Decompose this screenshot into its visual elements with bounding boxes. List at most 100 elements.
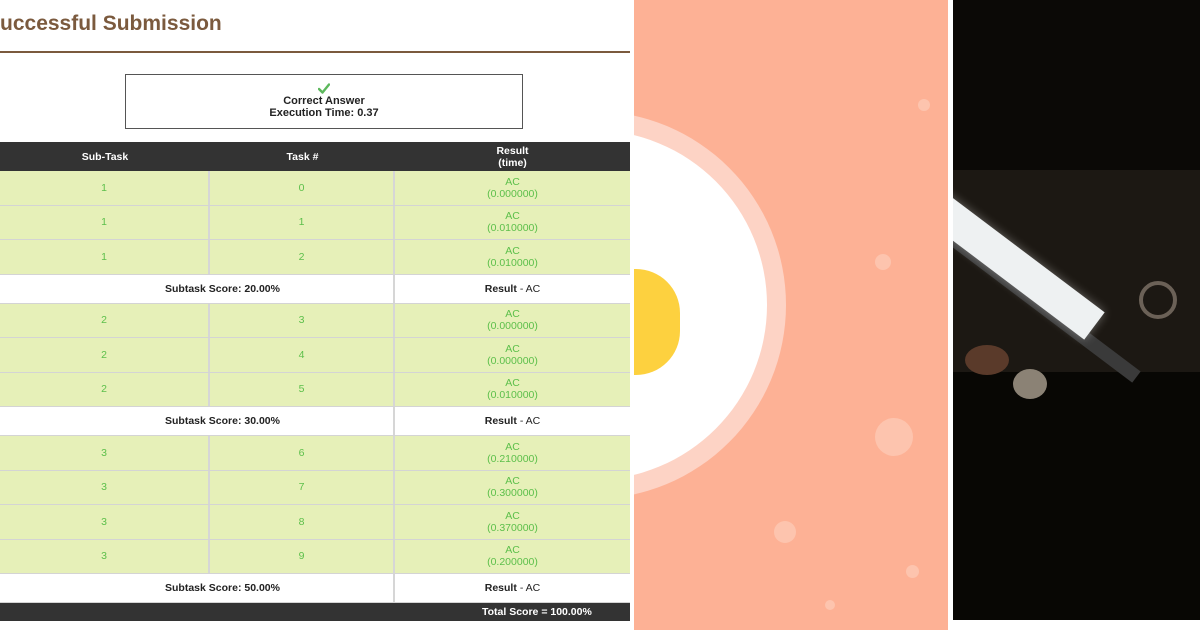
table-row: 3 9 AC (0.200000) — [0, 539, 630, 574]
cell-task: 8 — [210, 505, 395, 539]
result-time: (0.210000) — [487, 452, 538, 465]
bubble — [875, 254, 891, 270]
subtask-result: Result - AC — [395, 275, 630, 303]
subtask-result: Result - AC — [395, 574, 630, 602]
subtask-score-row: Subtask Score: 20.00% Result - AC — [0, 274, 630, 304]
table-row: 3 6 AC (0.210000) — [0, 436, 630, 471]
result-time: (0.010000) — [487, 222, 538, 235]
result-verdict: AC — [505, 175, 520, 188]
header-result: Result (time) — [395, 142, 630, 171]
result-time: (0.000000) — [487, 320, 538, 333]
table-row: 2 5 AC (0.010000) — [0, 372, 630, 407]
subtask-score-row: Subtask Score: 50.00% Result - AC — [0, 574, 630, 603]
cell-subtask: 3 — [0, 505, 210, 539]
bubble — [918, 99, 930, 111]
cell-result: AC (0.370000) — [395, 505, 630, 539]
subtask-score: Subtask Score: 20.00% — [0, 274, 395, 303]
bubble — [906, 565, 919, 578]
cell-result: AC (0.010000) — [395, 373, 630, 407]
cell-result: AC (0.210000) — [395, 436, 630, 470]
cell-subtask: 2 — [0, 303, 210, 337]
photo-bottom-edge — [953, 620, 1200, 630]
result-verdict: AC — [505, 475, 520, 488]
cell-task: 4 — [210, 338, 395, 372]
cell-task: 5 — [210, 372, 395, 406]
cell-subtask: 2 — [0, 338, 210, 372]
cell-result: AC (0.010000) — [395, 240, 630, 274]
cell-subtask: 1 — [0, 205, 210, 239]
cell-subtask: 3 — [0, 436, 210, 470]
panel-gap — [948, 0, 953, 630]
cell-subtask: 3 — [0, 470, 210, 504]
decorative-photo — [953, 0, 1200, 630]
subtask-score: Subtask Score: 30.00% — [0, 407, 395, 435]
photo-mug — [1139, 281, 1177, 319]
cell-task: 9 — [210, 539, 395, 573]
result-verdict: AC — [505, 509, 520, 522]
bubble — [875, 418, 913, 456]
total-score-row: Total Score = 100.00% — [0, 603, 630, 621]
status-answer: Correct Answer — [283, 95, 365, 107]
result-verdict: AC — [505, 377, 520, 390]
subtask-result-label: Result — [484, 282, 517, 295]
cell-result: AC (0.200000) — [395, 540, 630, 574]
cell-subtask: 1 — [0, 171, 210, 205]
cell-result: AC (0.000000) — [395, 338, 630, 372]
photo-wheel — [965, 345, 1009, 375]
table-row: 1 2 AC (0.010000) — [0, 240, 630, 275]
header-result-label: Result — [496, 144, 529, 157]
cell-task: 6 — [210, 436, 395, 470]
header-result-time: (time) — [498, 156, 527, 169]
results-table: Sub-Task Task # Result (time) 1 0 AC (0.00… — [0, 142, 630, 621]
cell-task: 1 — [210, 205, 395, 239]
title-divider — [0, 51, 630, 53]
table-row: 1 1 AC (0.010000) — [0, 205, 630, 240]
cell-task: 2 — [210, 240, 395, 274]
subtask-result-value: - AC — [519, 282, 541, 295]
total-score: Total Score = 100.00% — [482, 606, 592, 618]
cell-task: 7 — [210, 470, 395, 504]
cell-result: AC (0.300000) — [395, 471, 630, 505]
photo-floor — [953, 372, 1200, 630]
result-verdict: AC — [505, 440, 520, 453]
photo-wheel — [1013, 369, 1047, 399]
status-box: Correct Answer Execution Time: 0.37 — [125, 74, 523, 129]
result-time: (0.300000) — [487, 487, 538, 500]
subtask-result-label: Result — [484, 415, 517, 427]
cell-result: AC (0.010000) — [395, 206, 630, 240]
result-time: (0.000000) — [487, 354, 538, 367]
table-row: 3 8 AC (0.370000) — [0, 505, 630, 540]
page-title: Successful Submission — [0, 12, 222, 35]
subtask-result-value: - AC — [519, 415, 541, 427]
cell-result: AC (0.000000) — [395, 171, 630, 205]
result-time: (0.000000) — [487, 187, 538, 200]
result-verdict: AC — [505, 210, 520, 223]
result-time: (0.010000) — [487, 256, 538, 269]
cell-subtask: 2 — [0, 372, 210, 406]
header-task: Task # — [286, 150, 319, 163]
cell-task: 3 — [210, 303, 395, 337]
status-execution-time: Execution Time: 0.37 — [269, 107, 379, 119]
cell-subtask: 3 — [0, 539, 210, 573]
result-time: (0.200000) — [487, 556, 538, 569]
table-row: 1 0 AC (0.000000) — [0, 171, 630, 206]
subtask-result-label: Result — [484, 582, 517, 594]
bubble — [825, 600, 835, 610]
result-verdict: AC — [505, 342, 520, 355]
result-verdict: AC — [505, 544, 520, 557]
result-time: (0.010000) — [487, 389, 538, 402]
result-verdict: AC — [505, 244, 520, 257]
result-time: (0.370000) — [487, 521, 538, 534]
subtask-score: Subtask Score: 50.00% — [0, 574, 395, 602]
check-icon — [126, 83, 522, 95]
subtask-result: Result - AC — [395, 407, 630, 435]
decorative-illustration — [634, 0, 948, 630]
cell-subtask: 1 — [0, 240, 210, 274]
cell-task: 0 — [210, 171, 395, 205]
submission-panel: Successful Submission Correct Answer Exe… — [0, 12, 630, 621]
header-subtask: Sub-Task — [81, 150, 129, 163]
subtask-score-row: Subtask Score: 30.00% Result - AC — [0, 407, 630, 436]
result-verdict: AC — [505, 308, 520, 321]
table-header: Sub-Task Task # Result (time) — [0, 142, 630, 171]
subtask-result-value: - AC — [519, 582, 541, 594]
